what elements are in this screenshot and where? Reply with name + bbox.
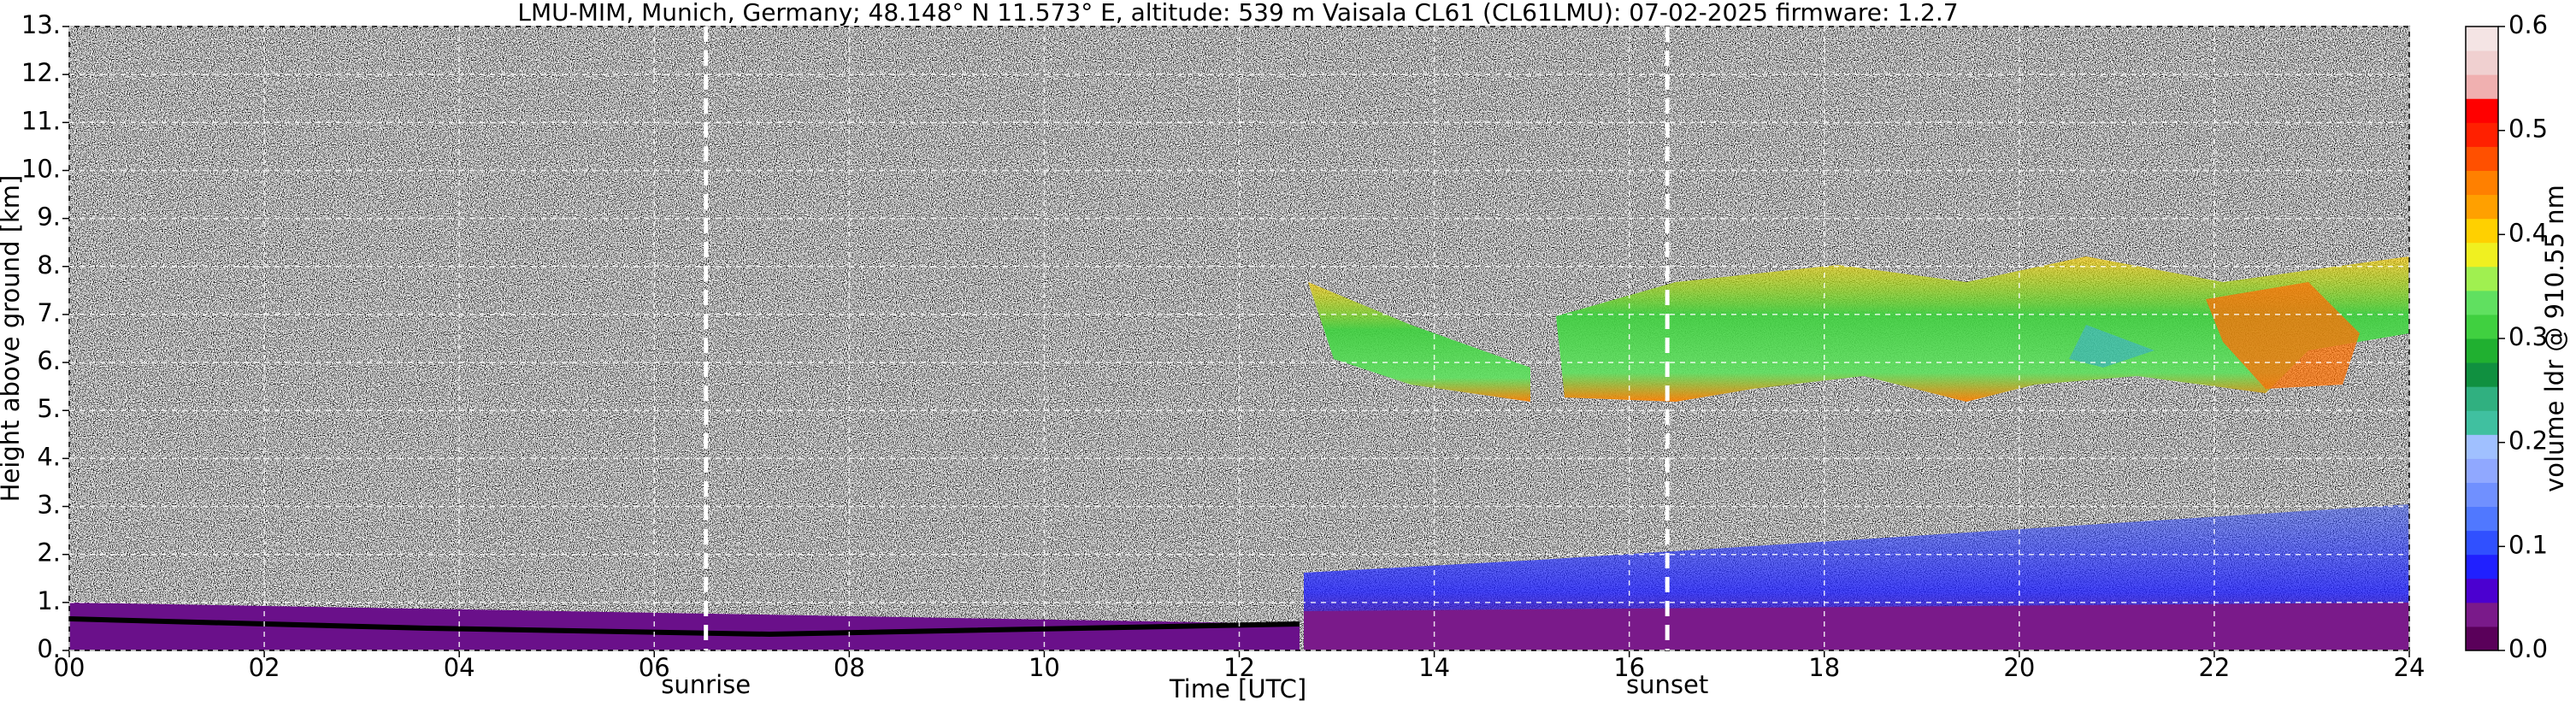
colorbar-segment xyxy=(2466,482,2498,508)
colorbar-segment xyxy=(2466,146,2498,171)
chart-title: LMU-MIM, Munich, Germany; 48.148° N 11.5… xyxy=(517,0,1958,26)
x-tick-label: 04 xyxy=(444,653,475,682)
x-tick-label: 12 xyxy=(1223,653,1255,682)
colorbar-segment xyxy=(2466,410,2498,435)
colorbar-segment xyxy=(2466,290,2498,315)
colorbar-label: volume ldr @ 910.55 nm xyxy=(2540,185,2569,492)
colorbar-segment xyxy=(2466,458,2498,483)
colorbar-segment xyxy=(2466,578,2498,603)
aerosol-base xyxy=(1304,603,2409,650)
boundary-layer-top xyxy=(69,616,1300,638)
x-tick-label: 22 xyxy=(2198,653,2230,682)
colorbar-segment xyxy=(2466,626,2498,651)
y-tick-label: 3. xyxy=(37,491,61,520)
colorbar-tick-label: 0.0 xyxy=(2508,634,2548,663)
boundary-layer xyxy=(69,603,1300,650)
colorbar-segment xyxy=(2466,26,2498,51)
x-axis-label: Time [UTC] xyxy=(1169,674,1306,703)
colorbar-segment xyxy=(2466,266,2498,291)
colorbar-tick-label: 0.5 xyxy=(2508,115,2548,144)
x-tick-label: 06 xyxy=(639,653,670,682)
x-tick-label: 08 xyxy=(834,653,865,682)
colorbar-segment xyxy=(2466,386,2498,411)
y-tick-label: 0. xyxy=(37,634,61,663)
x-tick-label: 16 xyxy=(1613,653,1645,682)
colorbar-tick-label: 0.4 xyxy=(2508,218,2548,247)
event-label: sunset xyxy=(1626,670,1708,699)
colorbar-tick-label: 0.2 xyxy=(2508,427,2548,456)
y-tick-label: 9. xyxy=(37,203,61,232)
x-tick-label: 24 xyxy=(2394,653,2426,682)
x-tick-label: 20 xyxy=(2003,653,2035,682)
x-tick-label: 18 xyxy=(1808,653,1840,682)
colorbar-segment xyxy=(2466,506,2498,532)
colorbar-tick-label: 0.1 xyxy=(2508,530,2548,559)
y-tick-label: 2. xyxy=(37,538,61,568)
cirrus-cloud xyxy=(1308,256,2409,402)
colorbar-segment xyxy=(2466,74,2498,99)
y-tick-label: 4. xyxy=(37,442,61,471)
x-tick-label: 02 xyxy=(249,653,280,682)
colorbar-segment xyxy=(2466,530,2498,556)
y-tick-label: 1. xyxy=(37,586,61,615)
y-tick-label: 8. xyxy=(37,250,61,279)
colorbar-segment xyxy=(2466,242,2498,268)
colorbar-segment xyxy=(2466,50,2498,75)
y-tick-label: 10. xyxy=(21,154,61,183)
colorbar-segment xyxy=(2466,602,2498,627)
colorbar-tick-label: 0.3 xyxy=(2508,322,2548,351)
colorbar-segment xyxy=(2466,170,2498,196)
y-axis-label: Height above ground [km] xyxy=(0,175,25,503)
colorbar-segment xyxy=(2466,338,2498,363)
colorbar-segment xyxy=(2466,554,2498,580)
colorbar-segment xyxy=(2466,194,2498,220)
colorbar-segment xyxy=(2466,218,2498,244)
colorbar-tick-label: 0.6 xyxy=(2508,10,2548,39)
y-tick-label: 7. xyxy=(37,298,61,327)
y-tick-label: 5. xyxy=(37,394,61,423)
y-tick-label: 13. xyxy=(21,10,61,39)
colorbar-segment xyxy=(2466,434,2498,459)
colorbar-segment xyxy=(2466,314,2498,339)
event-label: sunrise xyxy=(661,670,751,699)
colorbar-segment xyxy=(2466,362,2498,387)
x-tick-label: 14 xyxy=(1418,653,1450,682)
x-tick-label: 10 xyxy=(1029,653,1060,682)
y-tick-label: 6. xyxy=(37,346,61,375)
colorbar-segment xyxy=(2466,122,2498,147)
y-tick-label: 11. xyxy=(21,106,61,135)
x-tick-label: 00 xyxy=(54,653,85,682)
y-tick-label: 12. xyxy=(21,58,61,87)
colorbar-segment xyxy=(2466,98,2498,123)
